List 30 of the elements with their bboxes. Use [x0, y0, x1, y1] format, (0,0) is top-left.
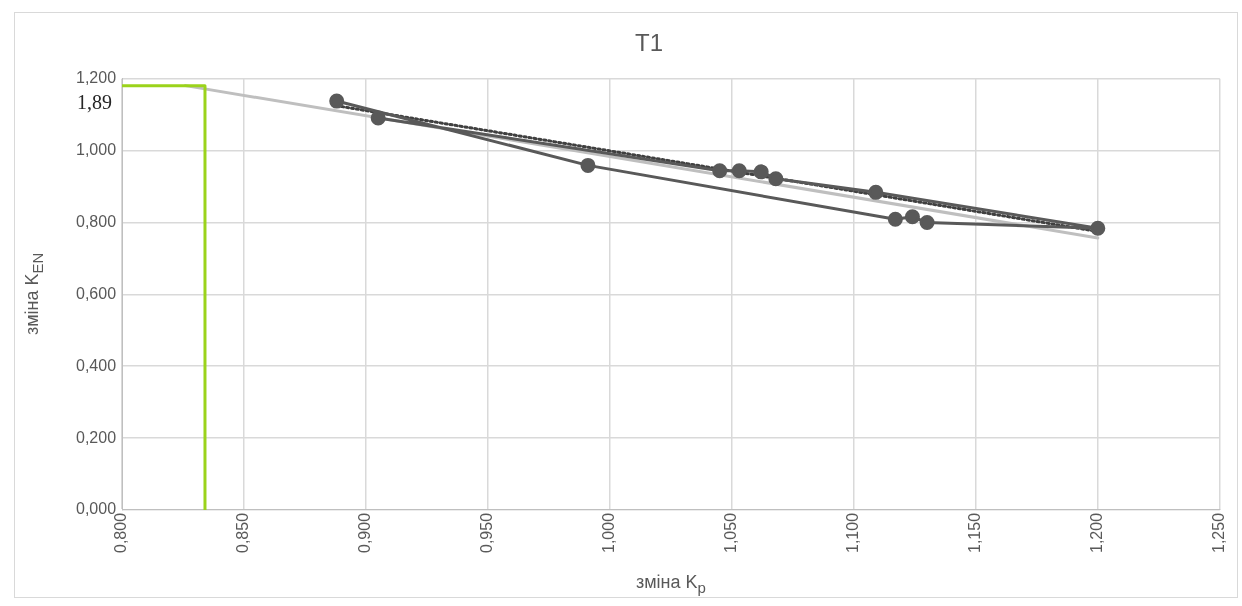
- x-axis-title: зміна K$_{p}$: [635, 571, 706, 596]
- point: [370, 110, 386, 126]
- y-tick-label: 0,600: [75, 284, 117, 302]
- x-tick-label: 1,150: [966, 512, 984, 554]
- point: [904, 209, 920, 225]
- x-tick-label: 1,200: [1088, 512, 1106, 554]
- point: [768, 171, 784, 187]
- point: [712, 163, 728, 179]
- x-tick-label: 1,250: [1210, 512, 1228, 554]
- y-tick-label: 0,800: [75, 212, 117, 230]
- text: 1,89: [77, 91, 113, 114]
- point: [887, 211, 903, 227]
- y-tick-label: 0,400: [75, 356, 117, 374]
- x-tick-label: 1,050: [722, 512, 740, 554]
- x-tick-label: 0,950: [478, 512, 496, 554]
- point: [329, 93, 345, 109]
- y-tick-label: 1,200: [75, 69, 117, 87]
- x-tick-label: 1,000: [600, 512, 618, 554]
- point: [919, 215, 935, 231]
- x-tick-label: 1,100: [844, 512, 862, 554]
- chart-title: T1: [634, 29, 664, 57]
- y-tick-label: 1,000: [75, 141, 117, 159]
- x-tick-label: 0,850: [234, 512, 252, 554]
- point: [868, 184, 884, 200]
- point: [580, 157, 596, 173]
- point: [753, 164, 769, 180]
- y-tick-label: 0,200: [75, 428, 117, 446]
- x-tick-label: 0,900: [356, 512, 374, 554]
- point: [1090, 220, 1106, 236]
- point: [731, 163, 747, 179]
